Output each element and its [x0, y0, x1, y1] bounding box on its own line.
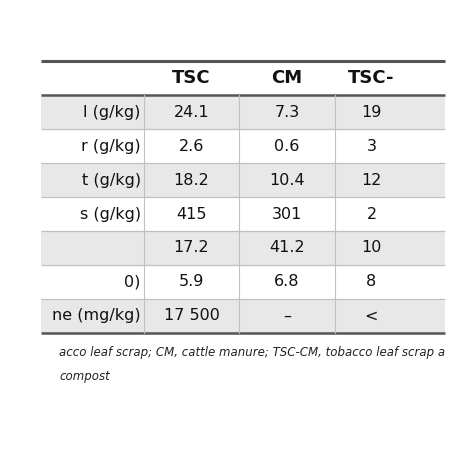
Bar [41, 61, 144, 95]
Text: 17.2: 17.2 [173, 240, 210, 255]
Text: 2: 2 [366, 207, 376, 221]
Text: 6.8: 6.8 [274, 274, 300, 290]
Text: compost: compost [59, 370, 110, 383]
Text: <: < [365, 308, 378, 323]
Bar [144, 61, 239, 95]
Text: TSC-: TSC- [348, 69, 395, 87]
Bar [41, 265, 445, 299]
Text: r (g/kg): r (g/kg) [81, 138, 141, 154]
Text: 415: 415 [176, 207, 207, 221]
Text: 5.9: 5.9 [179, 274, 204, 290]
Text: 12: 12 [361, 173, 382, 188]
Bar [335, 61, 408, 95]
Text: acco leaf scrap; CM, cattle manure; TSC-CM, tobacco leaf scrap a: acco leaf scrap; CM, cattle manure; TSC-… [59, 346, 446, 358]
Text: TSC: TSC [172, 69, 211, 87]
Text: 301: 301 [272, 207, 302, 221]
Text: 24.1: 24.1 [173, 105, 210, 119]
Text: 17 500: 17 500 [164, 308, 219, 323]
Bar [239, 61, 335, 95]
Bar [41, 129, 445, 163]
Text: 10.4: 10.4 [269, 173, 305, 188]
Text: 8: 8 [366, 274, 377, 290]
Text: t (g/kg): t (g/kg) [82, 173, 141, 188]
Bar [41, 163, 445, 197]
Text: 41.2: 41.2 [269, 240, 305, 255]
Text: 0.6: 0.6 [274, 138, 300, 154]
Bar [41, 197, 445, 231]
Text: 3: 3 [366, 138, 376, 154]
Text: s (g/kg): s (g/kg) [80, 207, 141, 221]
Text: 0): 0) [125, 274, 141, 290]
Text: 7.3: 7.3 [274, 105, 300, 119]
Text: 18.2: 18.2 [173, 173, 210, 188]
Text: 10: 10 [361, 240, 382, 255]
Text: 19: 19 [361, 105, 382, 119]
Text: 2.6: 2.6 [179, 138, 204, 154]
Text: CM: CM [272, 69, 302, 87]
Bar [41, 95, 445, 129]
Bar [41, 299, 445, 333]
Text: l (g/kg): l (g/kg) [83, 105, 141, 119]
Text: ne (mg/kg): ne (mg/kg) [52, 308, 141, 323]
Text: –: – [283, 308, 291, 323]
Bar [41, 231, 445, 265]
